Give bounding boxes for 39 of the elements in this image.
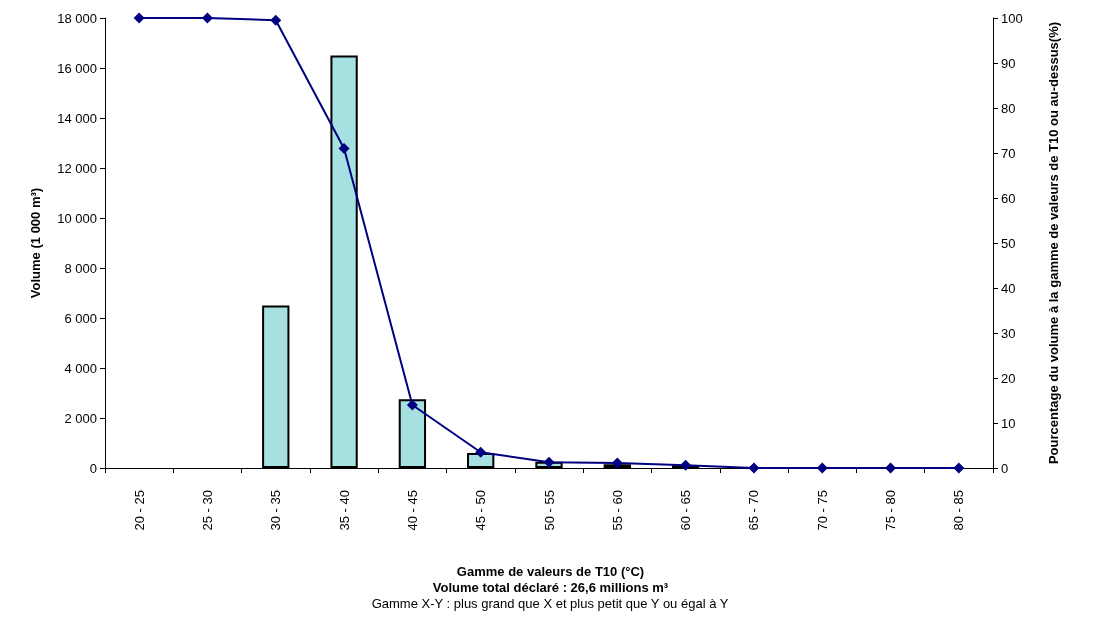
x-tick-label: 75 - 80: [883, 490, 899, 531]
y2-tick-label: 90: [1001, 55, 1016, 71]
y2-tick-label: 80: [1001, 100, 1016, 116]
y-tick-label: 2 000: [64, 410, 97, 426]
y-tick-label: 16 000: [57, 60, 97, 76]
y2-tick-label: 20: [1001, 370, 1016, 386]
y2-tick-label: 60: [1001, 190, 1016, 206]
y2-tick-label: 100: [1001, 10, 1023, 26]
text: Volume total déclaré : 26,6 millions m³: [432, 580, 669, 595]
y-tick-label: 0: [89, 460, 97, 476]
y2-tick-label: 10: [1001, 415, 1016, 431]
x-tick-label: 20 - 25: [131, 490, 147, 531]
y-tick-label: 8 000: [64, 260, 97, 276]
x-tick-label: 55 - 60: [609, 490, 625, 531]
x-tick-label: 65 - 70: [746, 490, 762, 531]
y-tick-label: 12 000: [57, 160, 97, 176]
x-tick-label: 70 - 75: [814, 490, 830, 531]
x-axis-title: Gamme de valeurs de T10 (°C): [456, 564, 645, 579]
text: Gamme X-Y : plus grand que X et plus petit que Y ou égal à Y: [371, 596, 729, 611]
x-tick-label: 80 - 85: [951, 490, 967, 531]
x-tick-label: 45 - 50: [473, 490, 489, 531]
x-tick-label: 25 - 30: [199, 490, 215, 531]
x-tick-label: 60 - 65: [678, 490, 694, 531]
y-tick-label: 4 000: [64, 360, 97, 376]
y2-tick-label: 40: [1001, 280, 1016, 296]
y-tick-label: 18 000: [57, 10, 97, 26]
y2-tick-label: 70: [1001, 145, 1016, 161]
x-tick-label: 30 - 35: [268, 490, 284, 531]
x-tick-label: 50 - 55: [541, 490, 557, 531]
x-tick-label: 40 - 45: [404, 490, 420, 531]
x-tick-label: 35 - 40: [336, 490, 352, 531]
y2-tick-label: 30: [1001, 325, 1016, 341]
y2-axis-title: Pourcentage du volume à la gamme de valeurs de T10 ou au-dessus(%): [1045, 21, 1061, 465]
y-axis-title: Volume (1 000 m³): [27, 187, 43, 299]
y2-tick-label: 50: [1001, 235, 1016, 251]
y-tick-label: 10 000: [57, 210, 97, 226]
y2-tick-label: 0: [1001, 460, 1009, 476]
y-tick-label: 6 000: [64, 310, 97, 326]
y-tick-label: 14 000: [57, 110, 97, 126]
